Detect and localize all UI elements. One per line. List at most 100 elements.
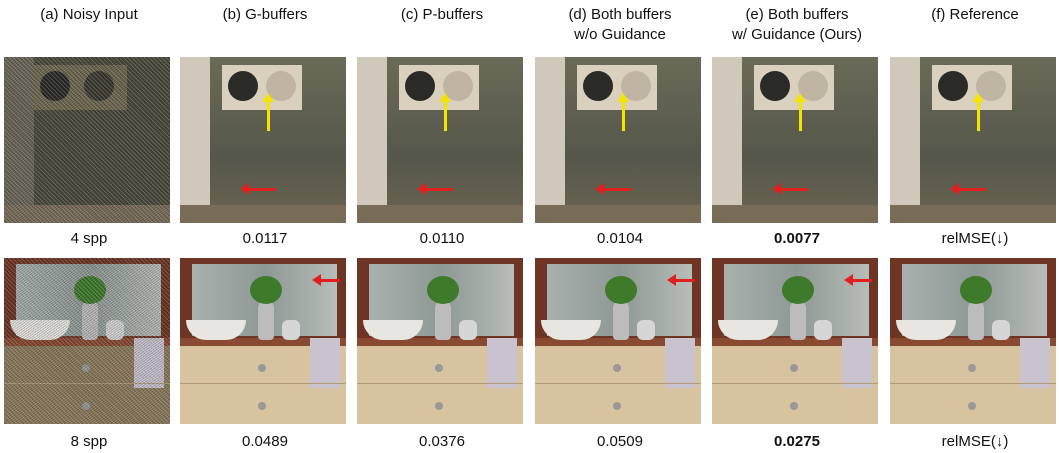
header-line: (e) Both buffers xyxy=(709,5,885,25)
vase xyxy=(790,300,806,340)
red-arrow xyxy=(958,188,986,191)
knob xyxy=(790,402,798,410)
column-header: (b) G-buffers xyxy=(177,5,353,25)
noise-overlay xyxy=(4,258,170,424)
figure: (a) Noisy Input(b) G-buffers(c) P-buffer… xyxy=(0,0,1059,453)
floor xyxy=(712,205,878,223)
column-header: (a) Noisy Input xyxy=(1,5,177,25)
towel xyxy=(487,338,517,388)
row-label: 0.0110 xyxy=(354,230,530,247)
knob xyxy=(435,364,443,372)
header-line: (a) Noisy Input xyxy=(1,5,177,25)
red-arrow xyxy=(675,279,695,282)
row-label: 0.0509 xyxy=(532,433,708,450)
vase xyxy=(968,300,984,340)
red-arrow xyxy=(852,279,872,282)
header-line: (c) P-buffers xyxy=(354,5,530,25)
red-arrow xyxy=(320,279,340,282)
jar xyxy=(814,320,832,340)
knob xyxy=(968,402,976,410)
row-label: 0.0104 xyxy=(532,230,708,247)
towel xyxy=(842,338,872,388)
jar xyxy=(459,320,477,340)
socket xyxy=(583,71,613,101)
red-arrow xyxy=(425,188,453,191)
yellow-arrow xyxy=(622,101,625,131)
drawer-split xyxy=(890,383,1056,384)
socket xyxy=(760,71,790,101)
floor xyxy=(535,205,701,223)
row-label: 4 spp xyxy=(1,230,177,247)
wall-pillar xyxy=(535,57,565,223)
column-header: (c) P-buffers xyxy=(354,5,530,25)
image-panel xyxy=(535,57,701,223)
floor xyxy=(180,205,346,223)
drawer-split xyxy=(535,383,701,384)
towel xyxy=(310,338,340,388)
wall-pillar xyxy=(890,57,920,223)
header-line: w/ Guidance (Ours) xyxy=(709,25,885,45)
image-panel xyxy=(180,57,346,223)
row-label: relMSE(↓) xyxy=(887,230,1059,247)
wall-pillar xyxy=(712,57,742,223)
image-panel xyxy=(890,258,1056,424)
header-line: w/o Guidance xyxy=(532,25,708,45)
red-arrow xyxy=(603,188,631,191)
towel xyxy=(665,338,695,388)
row-label: 0.0077 xyxy=(709,230,885,247)
knob xyxy=(435,402,443,410)
socket xyxy=(405,71,435,101)
red-arrow xyxy=(248,188,276,191)
noise-overlay xyxy=(4,57,170,223)
jar xyxy=(992,320,1010,340)
row-label: 0.0489 xyxy=(177,433,353,450)
jar xyxy=(637,320,655,340)
vase xyxy=(435,300,451,340)
plant xyxy=(782,276,814,304)
jar xyxy=(282,320,300,340)
knob xyxy=(258,364,266,372)
drawer-split xyxy=(180,383,346,384)
wall-pillar xyxy=(180,57,210,223)
knob xyxy=(968,364,976,372)
drawer-split xyxy=(712,383,878,384)
yellow-arrow xyxy=(444,101,447,131)
plant xyxy=(605,276,637,304)
header-line: (d) Both buffers xyxy=(532,5,708,25)
plant xyxy=(250,276,282,304)
image-panel xyxy=(180,258,346,424)
socket xyxy=(938,71,968,101)
vase xyxy=(613,300,629,340)
row-label: 8 spp xyxy=(1,433,177,450)
knob xyxy=(613,402,621,410)
image-panel xyxy=(4,258,170,424)
wall-pillar xyxy=(357,57,387,223)
image-panel xyxy=(712,57,878,223)
row-label: relMSE(↓) xyxy=(887,433,1059,450)
floor xyxy=(890,205,1056,223)
plant xyxy=(960,276,992,304)
yellow-arrow xyxy=(977,101,980,131)
image-panel xyxy=(357,57,523,223)
towel xyxy=(1020,338,1050,388)
floor xyxy=(357,205,523,223)
knob xyxy=(790,364,798,372)
image-panel xyxy=(357,258,523,424)
column-header: (f) Reference xyxy=(887,5,1059,25)
plant xyxy=(427,276,459,304)
knob xyxy=(613,364,621,372)
drawer-split xyxy=(357,383,523,384)
red-arrow xyxy=(780,188,808,191)
image-panel xyxy=(535,258,701,424)
vase xyxy=(258,300,274,340)
row-label: 0.0376 xyxy=(354,433,530,450)
yellow-arrow xyxy=(267,101,270,131)
row-label: 0.0117 xyxy=(177,230,353,247)
header-line: (f) Reference xyxy=(887,5,1059,25)
image-panel xyxy=(712,258,878,424)
knob xyxy=(258,402,266,410)
socket xyxy=(228,71,258,101)
image-panel xyxy=(890,57,1056,223)
